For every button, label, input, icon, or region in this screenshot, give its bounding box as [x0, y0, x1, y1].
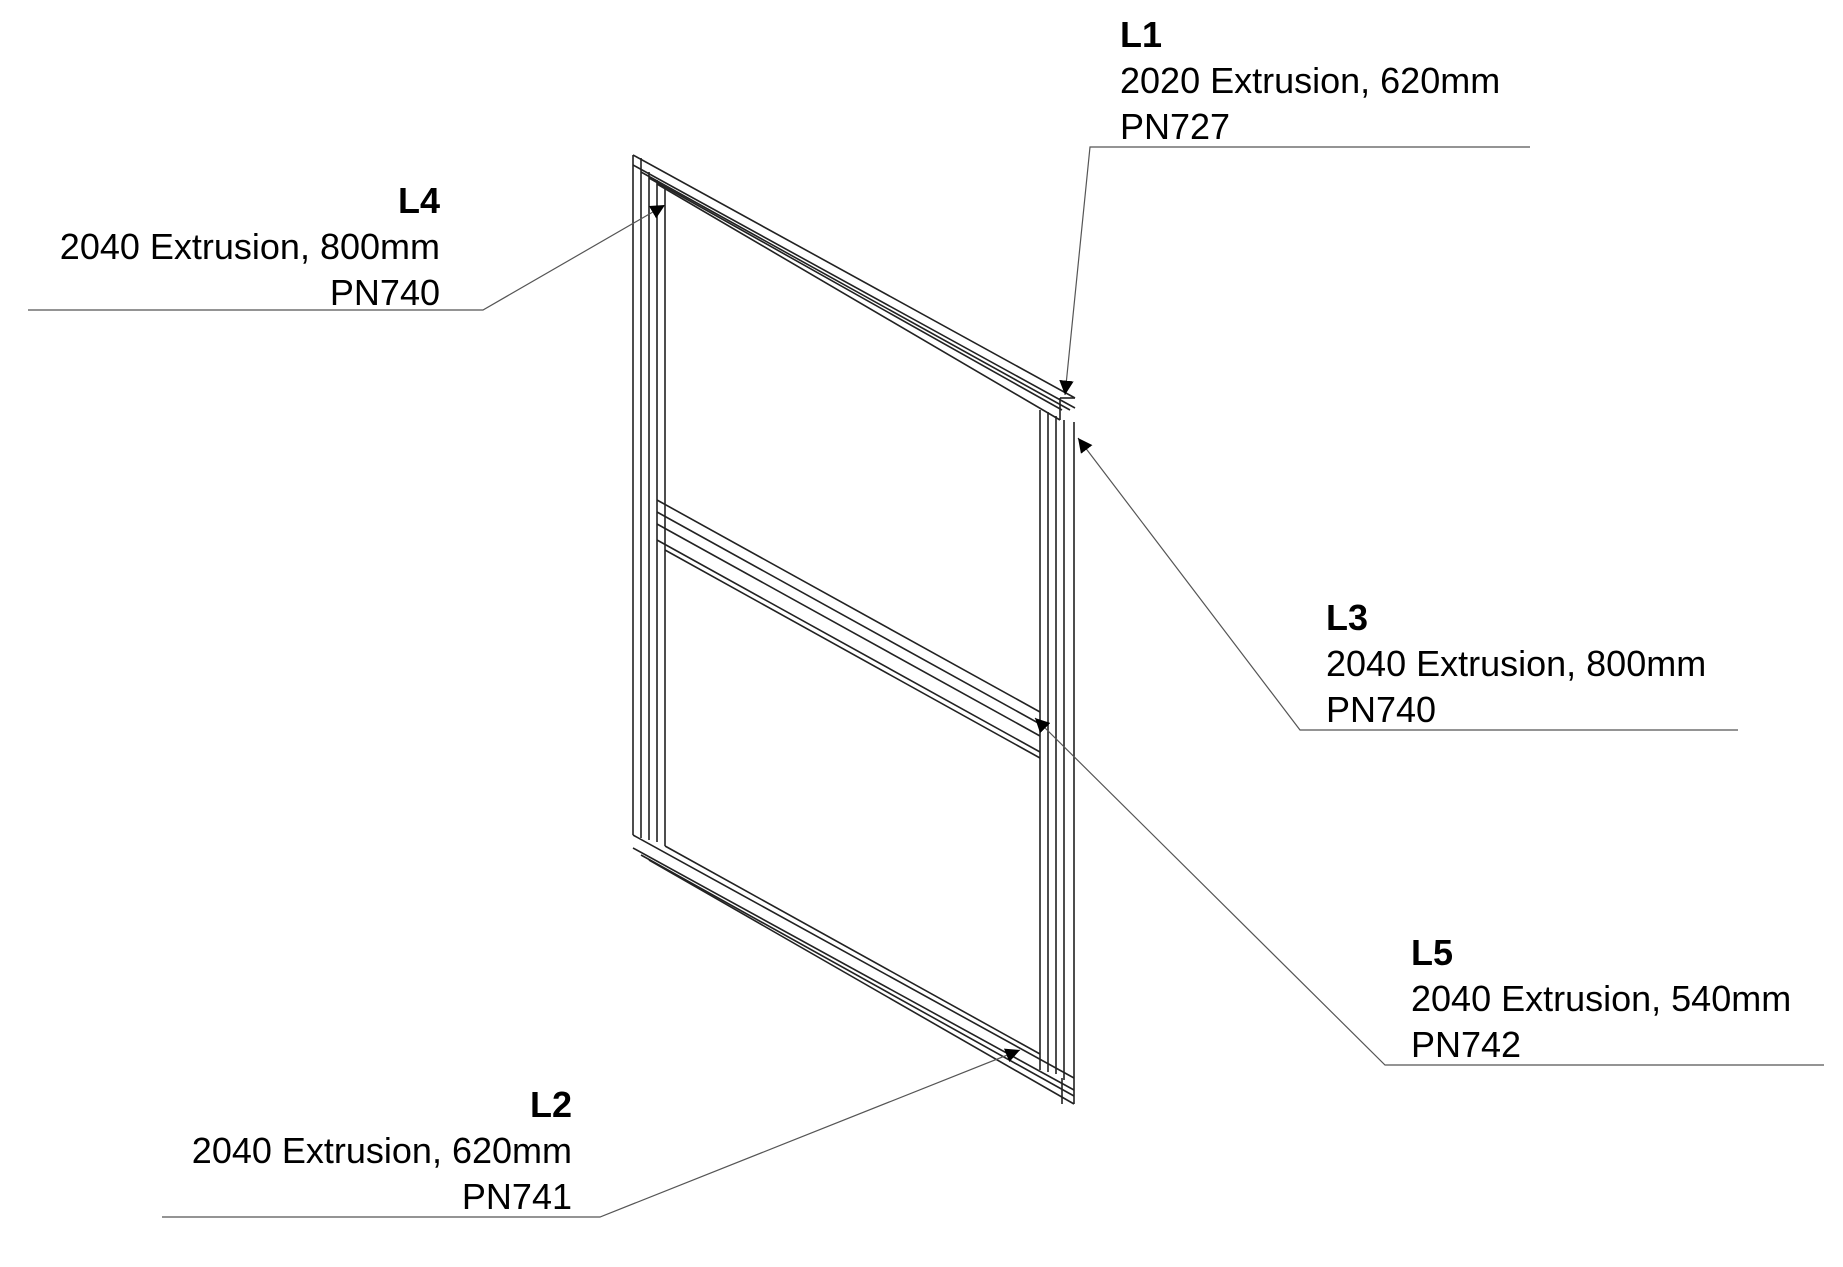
callout-l5-description: 2040 Extrusion, 540mm: [1411, 978, 1792, 1019]
callout-l1-tag: L1: [1120, 14, 1163, 55]
extrusion-l5-middle: [656, 499, 1041, 759]
leader-l5: [1034, 717, 1824, 1066]
extrusion-l2-bottom: [632, 834, 1075, 1105]
callout-l2-description: 2040 Extrusion, 620mm: [191, 1130, 572, 1171]
callout-l5-tag: L5: [1411, 932, 1454, 973]
frame-extrusions: [632, 154, 1076, 1105]
callout-l2-tag: L2: [529, 1084, 572, 1125]
callout-l5-part-number: PN742: [1411, 1024, 1522, 1065]
callout-l4-description: 2040 Extrusion, 800mm: [59, 226, 440, 267]
callout-l2: L2 2040 Extrusion, 620mm PN741: [192, 1082, 572, 1220]
extrusion-l4-left-vertical: [632, 155, 666, 846]
leader-l1: [1059, 146, 1530, 396]
extrusion-l1-top: [632, 154, 1076, 421]
callout-l4-part-number: PN740: [329, 272, 440, 313]
callout-l3-part-number: PN740: [1326, 689, 1437, 730]
leader-l4: [28, 204, 666, 311]
callout-l1-part-number: PN727: [1120, 106, 1231, 147]
leader-l3: [1077, 437, 1738, 731]
callout-l3: L3 2040 Extrusion, 800mm PN740: [1326, 595, 1706, 733]
callout-l1: L1 2020 Extrusion, 620mm PN727: [1120, 12, 1500, 150]
callout-l2-part-number: PN741: [461, 1176, 572, 1217]
callout-l1-description: 2020 Extrusion, 620mm: [1120, 60, 1501, 101]
callout-l4: L4 2040 Extrusion, 800mm PN740: [60, 178, 440, 316]
callout-l3-description: 2040 Extrusion, 800mm: [1326, 643, 1707, 684]
leader-lines: [28, 146, 1824, 1218]
leader-l2: [162, 1048, 1021, 1218]
callout-l5: L5 2040 Extrusion, 540mm PN742: [1411, 930, 1791, 1068]
callout-l3-tag: L3: [1326, 597, 1369, 638]
callout-l4-tag: L4: [397, 180, 440, 221]
extrusion-l3-right-vertical: [1039, 410, 1075, 1104]
